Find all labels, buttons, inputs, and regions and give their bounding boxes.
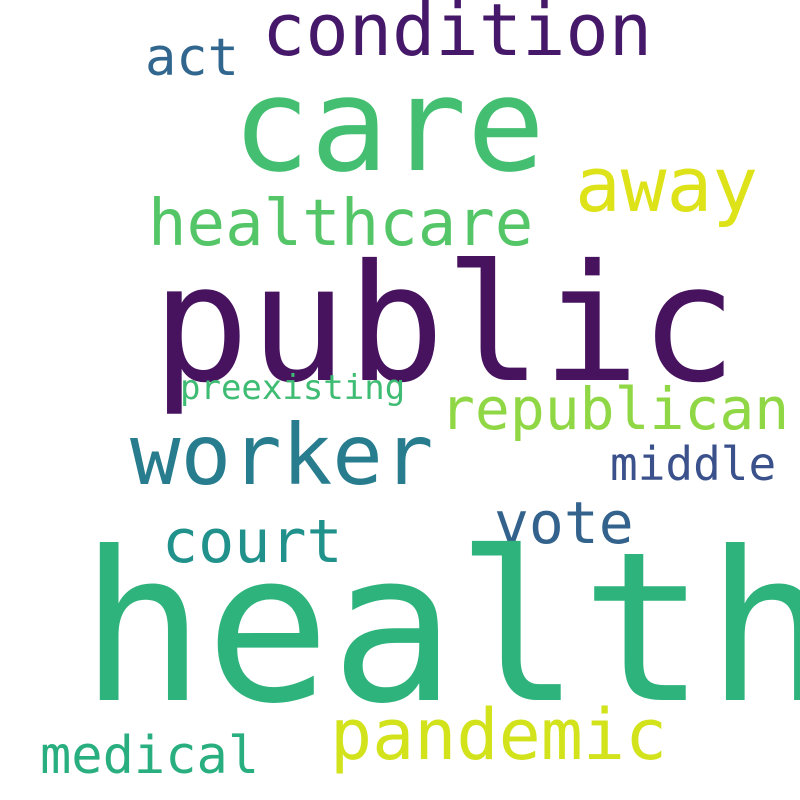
word-worker: worker: [130, 406, 434, 504]
word-vote: vote: [494, 489, 634, 557]
word-health: health: [80, 508, 800, 750]
word-care: care: [232, 49, 546, 201]
word-public: public: [152, 231, 738, 419]
word-preexisting: preexisting: [180, 368, 406, 408]
word-middle: middle: [610, 437, 777, 491]
word-condition: condition: [262, 0, 653, 72]
word-republican: republican: [440, 375, 790, 443]
word-away: away: [575, 140, 759, 229]
word-medical: medical: [40, 726, 260, 786]
word-healthcare: healthcare: [148, 187, 534, 261]
word-act: act: [145, 28, 239, 88]
word-pandemic: pandemic: [330, 694, 668, 776]
word-court: court: [162, 507, 343, 577]
